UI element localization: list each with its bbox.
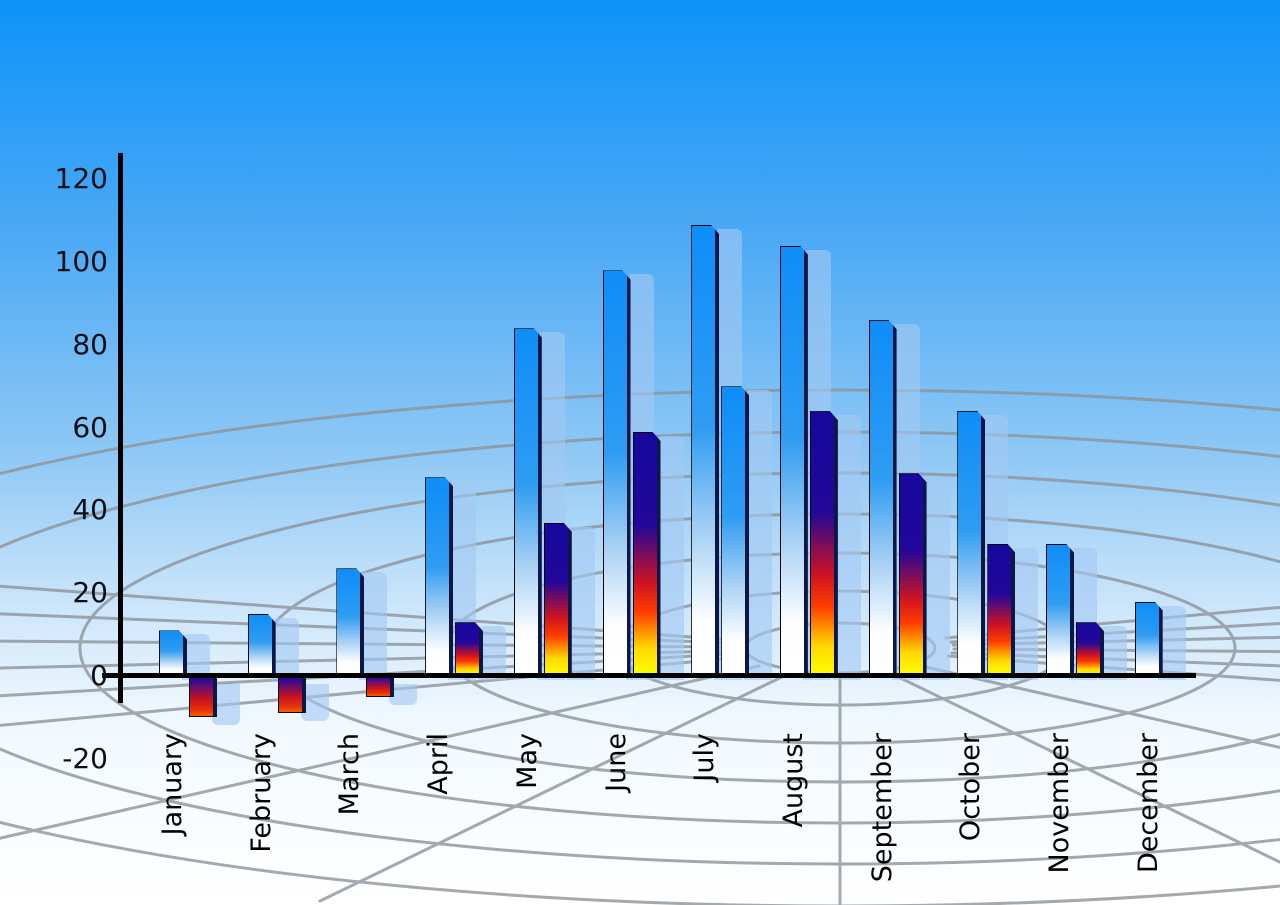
x-month-label: December [1132,733,1164,874]
bar-main [780,246,808,676]
x-axis-line [102,673,1196,678]
bar-secondary-negative [366,676,395,697]
y-axis-line [118,153,123,703]
bar-secondary [455,622,483,676]
y-tick-label: -20 [62,741,108,775]
x-month-label: March [334,733,366,816]
x-month-label: July [689,733,721,782]
bar-secondary [987,544,1015,676]
bar-secondary [1076,622,1104,676]
x-month-label: June [600,733,632,792]
bar-secondary [810,411,838,676]
y-tick-label: 80 [72,327,108,361]
bar-secondary [721,386,749,676]
y-tick-label: 120 [54,162,108,196]
bar-secondary [899,473,927,676]
bar-main [957,411,985,676]
bar-main [1135,602,1163,676]
bar-main [425,477,453,676]
y-tick-label: 100 [54,245,108,279]
bar-secondary [544,523,572,676]
y-tick-label: 60 [72,410,108,444]
bar-main [691,225,719,676]
bar-secondary-negative [189,676,217,718]
x-month-label: October [955,733,987,842]
y-tick-label: 0 [90,659,108,692]
bar-secondary-negative [277,676,306,714]
y-tick-label: 20 [72,576,108,610]
bar-main [1046,544,1074,676]
x-month-label: August [777,733,809,828]
x-month-label: January [157,733,188,836]
bar-main [159,630,187,676]
x-month-label: April [423,733,455,795]
bar-secondary [633,432,661,676]
bar-shadow [389,684,418,705]
bar-main [336,568,364,676]
bar-main [603,270,631,676]
x-month-label: November [1044,733,1075,874]
x-month-label: February [245,733,277,853]
bar-main [514,328,542,676]
x-month-label: September [866,733,898,883]
x-month-label: May [511,733,543,789]
bar-main [869,320,897,676]
bar-main [248,614,276,676]
y-tick-label: 40 [72,493,108,527]
